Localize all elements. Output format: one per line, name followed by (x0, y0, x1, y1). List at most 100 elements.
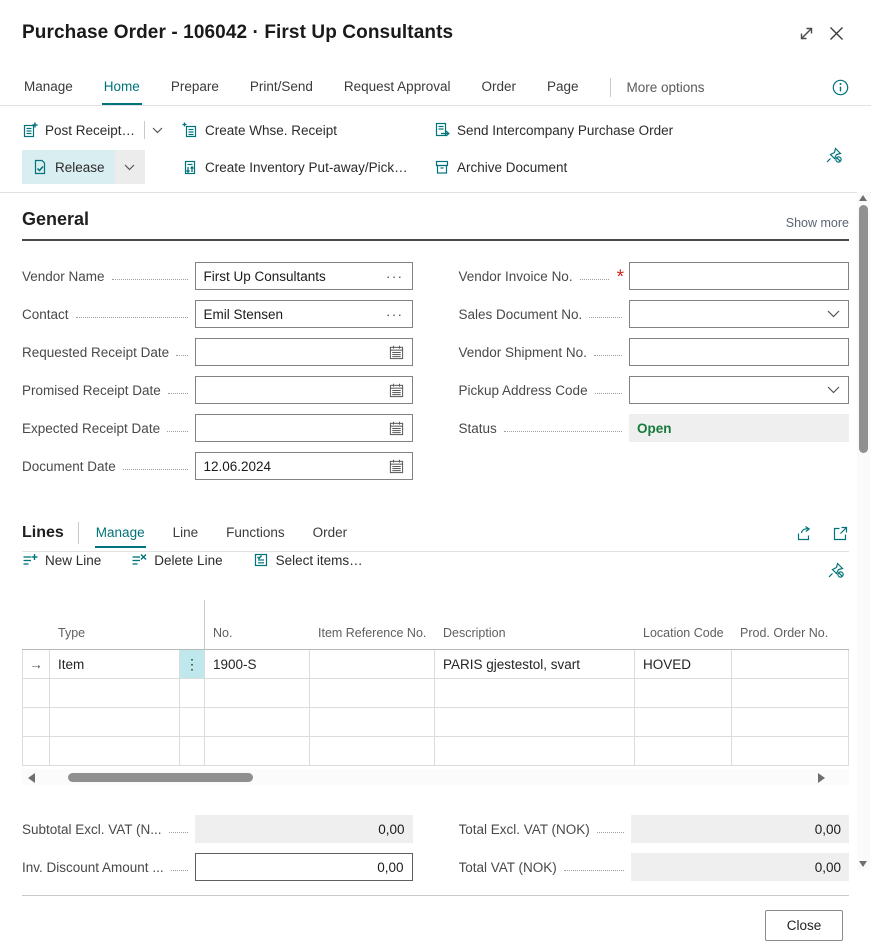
vendor-invoice-no-input[interactable] (629, 262, 849, 290)
row-menu-icon[interactable]: ⋮ (180, 650, 205, 679)
cell-no[interactable]: 1900-S (205, 650, 310, 679)
field-contact: Contact Emil Stensen ··· (22, 300, 413, 328)
sales-document-no-input[interactable] (629, 300, 849, 328)
totals-left: Subtotal Excl. VAT (N... 0,00 Inv. Disco… (22, 815, 413, 891)
scroll-up-icon[interactable] (859, 195, 867, 201)
table-row-empty (22, 679, 849, 708)
calendar-icon[interactable] (389, 421, 404, 436)
cell-item-reference-no[interactable] (310, 650, 435, 679)
scroll-right-icon[interactable] (818, 773, 825, 783)
select-items-button[interactable]: Select items… (253, 552, 363, 568)
lines-tab-line[interactable]: Line (172, 524, 199, 540)
promised-receipt-date-input[interactable] (194, 376, 413, 404)
delete-line-icon (131, 552, 147, 568)
create-whse-receipt-button[interactable]: Create Whse. Receipt (182, 115, 337, 145)
create-inventory-putaway-pick-button[interactable]: Create Inventory Put-away/Pick… (182, 152, 408, 182)
column-header-description[interactable]: Description (435, 600, 635, 650)
scroll-down-icon[interactable] (859, 861, 867, 867)
expected-receipt-date-input[interactable] (194, 414, 413, 442)
calendar-icon[interactable] (389, 383, 404, 398)
post-receipt-dropdown-icon[interactable] (152, 127, 163, 134)
vendor-name-input[interactable]: First Up Consultants ··· (194, 262, 413, 290)
general-section: General Show more Vendor Name First Up C… (0, 209, 871, 896)
column-header-type[interactable]: Type (50, 600, 180, 650)
close-dialog-icon[interactable] (821, 18, 851, 48)
expand-dialog-icon[interactable] (791, 18, 821, 48)
contact-input[interactable]: Emil Stensen ··· (194, 300, 413, 328)
field-inv-discount-amount: Inv. Discount Amount ... 0,00 (22, 853, 413, 881)
open-lines-in-window-icon[interactable] (832, 525, 849, 542)
table-row-empty (22, 737, 849, 766)
tab-print-send[interactable]: Print/Send (249, 79, 313, 94)
cell-description[interactable]: PARIS gjestestol, svart (435, 650, 635, 679)
pin-lines-toolbar-icon[interactable] (827, 561, 845, 579)
delete-line-button[interactable]: Delete Line (131, 552, 223, 568)
column-header-prod-order-no[interactable]: Prod. Order No. (732, 600, 849, 650)
horizontal-scrollbar-thumb[interactable] (68, 773, 253, 782)
lines-toolbar: New Line Delete Line Select items… (22, 552, 849, 590)
chevron-down-icon[interactable] (827, 386, 840, 394)
table-row: → Item ⋮ 1900-S PARIS gjestestol, svart … (22, 650, 849, 679)
cell-prod-order-no[interactable] (732, 650, 849, 679)
lines-tab-order[interactable]: Order (312, 524, 348, 540)
close-button[interactable]: Close (765, 910, 843, 941)
inv-discount-amount-input[interactable]: 0,00 (194, 853, 413, 881)
general-fields-left: Vendor Name First Up Consultants ··· Con… (22, 262, 413, 490)
field-vendor-name: Vendor Name First Up Consultants ··· (22, 262, 413, 290)
share-lines-icon[interactable] (796, 525, 814, 542)
column-header-item-reference-no[interactable]: Item Reference No. (310, 600, 435, 650)
info-icon[interactable] (832, 70, 849, 105)
calendar-icon[interactable] (389, 345, 404, 360)
pin-toolbar-icon[interactable] (825, 146, 843, 164)
vendor-shipment-no-input[interactable] (629, 338, 849, 366)
page-title: Purchase Order - 106042 · First Up Consu… (22, 22, 454, 43)
horizontal-scrollbar[interactable] (22, 769, 849, 785)
tab-page[interactable]: Page (546, 79, 579, 94)
document-date-input[interactable]: 12.06.2024 (194, 452, 413, 480)
send-intercompany-purchase-order-button[interactable]: Send Intercompany Purchase Order (434, 115, 673, 145)
field-total-vat: Total VAT (NOK) 0,00 (459, 853, 849, 881)
totals-right: Total Excl. VAT (NOK) 0,00 Total VAT (NO… (459, 815, 849, 891)
tab-home[interactable]: Home (101, 70, 142, 105)
vertical-scrollbar[interactable] (857, 192, 870, 870)
post-receipt-button[interactable]: Post Receipt… (22, 115, 163, 145)
cell-type[interactable]: Item (50, 650, 180, 679)
field-subtotal-excl-vat: Subtotal Excl. VAT (N... 0,00 (22, 815, 413, 843)
table-header-row: Type No. Item Reference No. Description … (22, 600, 849, 650)
show-more-link[interactable]: Show more (785, 216, 849, 230)
release-button[interactable]: Release (22, 150, 145, 184)
chevron-down-icon[interactable] (827, 310, 840, 318)
assist-edit-icon[interactable]: ··· (386, 268, 404, 284)
field-document-date: Document Date 12.06.2024 (22, 452, 413, 480)
vertical-scrollbar-thumb[interactable] (859, 205, 868, 453)
column-header-location-code[interactable]: Location Code (635, 600, 732, 650)
lines-tab-manage[interactable]: Manage (94, 519, 146, 548)
tab-order[interactable]: Order (481, 79, 516, 94)
scroll-left-icon[interactable] (28, 773, 35, 783)
more-options-button[interactable]: More options (626, 80, 705, 95)
field-pickup-address-code: Pickup Address Code (459, 376, 849, 404)
create-whse-receipt-icon (182, 122, 198, 138)
archive-document-button[interactable]: Archive Document (434, 152, 567, 182)
lines-tab-functions[interactable]: Functions (226, 524, 285, 540)
pickup-address-code-input[interactable] (629, 376, 849, 404)
requested-receipt-date-input[interactable] (194, 338, 413, 366)
field-status: Status Open (459, 414, 849, 442)
cell-location-code[interactable]: HOVED (635, 650, 732, 679)
general-section-title[interactable]: General (22, 209, 90, 229)
release-dropdown-icon[interactable] (114, 150, 145, 184)
new-line-button[interactable]: New Line (22, 552, 101, 568)
tab-prepare[interactable]: Prepare (170, 79, 219, 94)
select-items-icon (253, 552, 269, 568)
dialog-titlebar: Purchase Order - 106042 · First Up Consu… (0, 0, 871, 48)
assist-edit-icon[interactable]: ··· (386, 306, 404, 322)
tab-request-approval[interactable]: Request Approval (343, 79, 451, 94)
column-header-no[interactable]: No. (205, 600, 310, 650)
create-inventory-putaway-icon (182, 159, 198, 175)
field-expected-receipt-date: Expected Receipt Date (22, 414, 413, 442)
field-vendor-shipment-no: Vendor Shipment No. (459, 338, 849, 366)
calendar-icon[interactable] (389, 459, 404, 474)
lines-section-title[interactable]: Lines (22, 524, 64, 541)
tab-manage[interactable]: Manage (24, 79, 73, 94)
send-intercompany-icon (434, 122, 450, 138)
